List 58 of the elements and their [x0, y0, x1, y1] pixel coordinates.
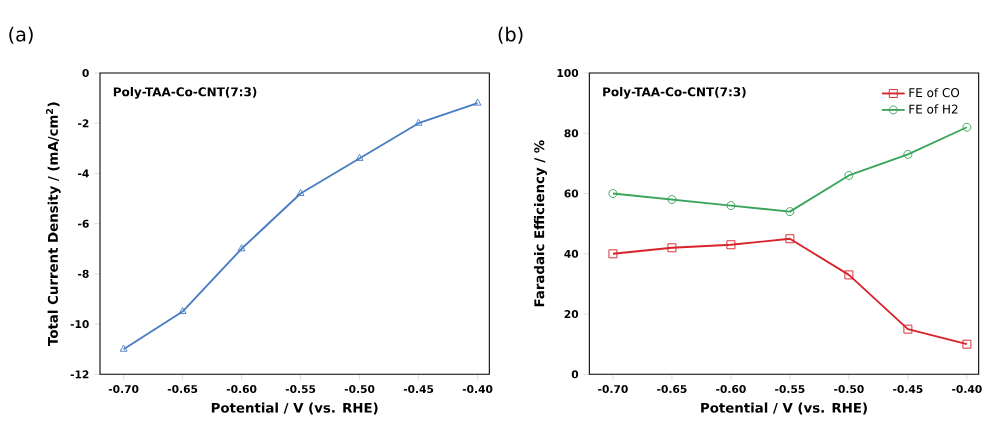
y-tick-label: 0 — [571, 370, 579, 379]
x-tick-label: -0.50 — [834, 384, 864, 394]
point — [473, 98, 482, 106]
point — [608, 249, 618, 259]
y-tick-label: 80 — [564, 129, 579, 138]
point — [414, 118, 423, 126]
x-tick-label: -0.70 — [108, 384, 139, 394]
y-tick-label: 100 — [557, 68, 579, 78]
chart-title: (a) — [9, 26, 33, 44]
y-tick-label: -12 — [70, 370, 89, 379]
y-tick-label: 60 — [564, 189, 579, 198]
y-tick-label: 20 — [564, 310, 579, 319]
x-tick-label: -0.40 — [462, 384, 493, 394]
x-tick-label: -0.40 — [952, 384, 982, 394]
y-tick-label: -6 — [78, 219, 89, 228]
y-tick-label: -4 — [78, 169, 89, 178]
x-tick-label: -0.60 — [716, 384, 746, 394]
x-tick-label: -0.65 — [167, 384, 198, 394]
x-tick-label: -0.45 — [403, 384, 434, 394]
point — [667, 243, 677, 253]
point — [296, 189, 305, 196]
point — [903, 149, 913, 159]
y-tick-label: -2 — [78, 119, 89, 128]
x-tick-label: -0.50 — [344, 384, 375, 394]
point — [667, 195, 677, 205]
y-tick-label: 40 — [564, 249, 579, 258]
y-tick-label: -10 — [70, 320, 89, 329]
point — [726, 201, 736, 211]
y-tick-label: 0 — [82, 68, 89, 78]
y-axis-title: Total Current Density / (mA/cm$^{2}$) — [46, 102, 61, 346]
point — [844, 270, 854, 280]
annotation: Poly-TAA-Co-CNT(7:3) — [113, 87, 257, 99]
point — [785, 234, 795, 244]
legend-label: FE of CO — [909, 87, 960, 98]
point — [726, 240, 736, 250]
x-axis-title: Potential / V (vs. RHE) — [701, 402, 867, 415]
point — [355, 153, 364, 161]
y-axis-title: Faradaic Efficiency / % — [533, 140, 547, 307]
x-tick-label: -0.55 — [285, 384, 316, 394]
x-tick-label: -0.55 — [775, 384, 805, 394]
point — [237, 244, 246, 252]
point — [178, 307, 187, 315]
x-tick-label: -0.65 — [657, 384, 687, 394]
x-tick-label: -0.45 — [893, 384, 923, 394]
point — [119, 344, 128, 352]
point — [785, 207, 795, 217]
point — [844, 170, 854, 180]
chart-title: (b) — [498, 26, 523, 44]
x-tick-label: -0.60 — [226, 384, 257, 394]
point — [962, 339, 972, 349]
x-axis-title: Potential / V (vs. RHE) — [211, 402, 378, 415]
point — [962, 122, 972, 132]
legend-label: FE of H2 — [909, 104, 958, 114]
point — [608, 189, 618, 198]
annotation: Poly-TAA-Co-CNT(7:3) — [603, 87, 746, 99]
point — [903, 324, 913, 334]
y-tick-label: -8 — [78, 269, 89, 278]
x-tick-label: -0.70 — [598, 384, 628, 394]
